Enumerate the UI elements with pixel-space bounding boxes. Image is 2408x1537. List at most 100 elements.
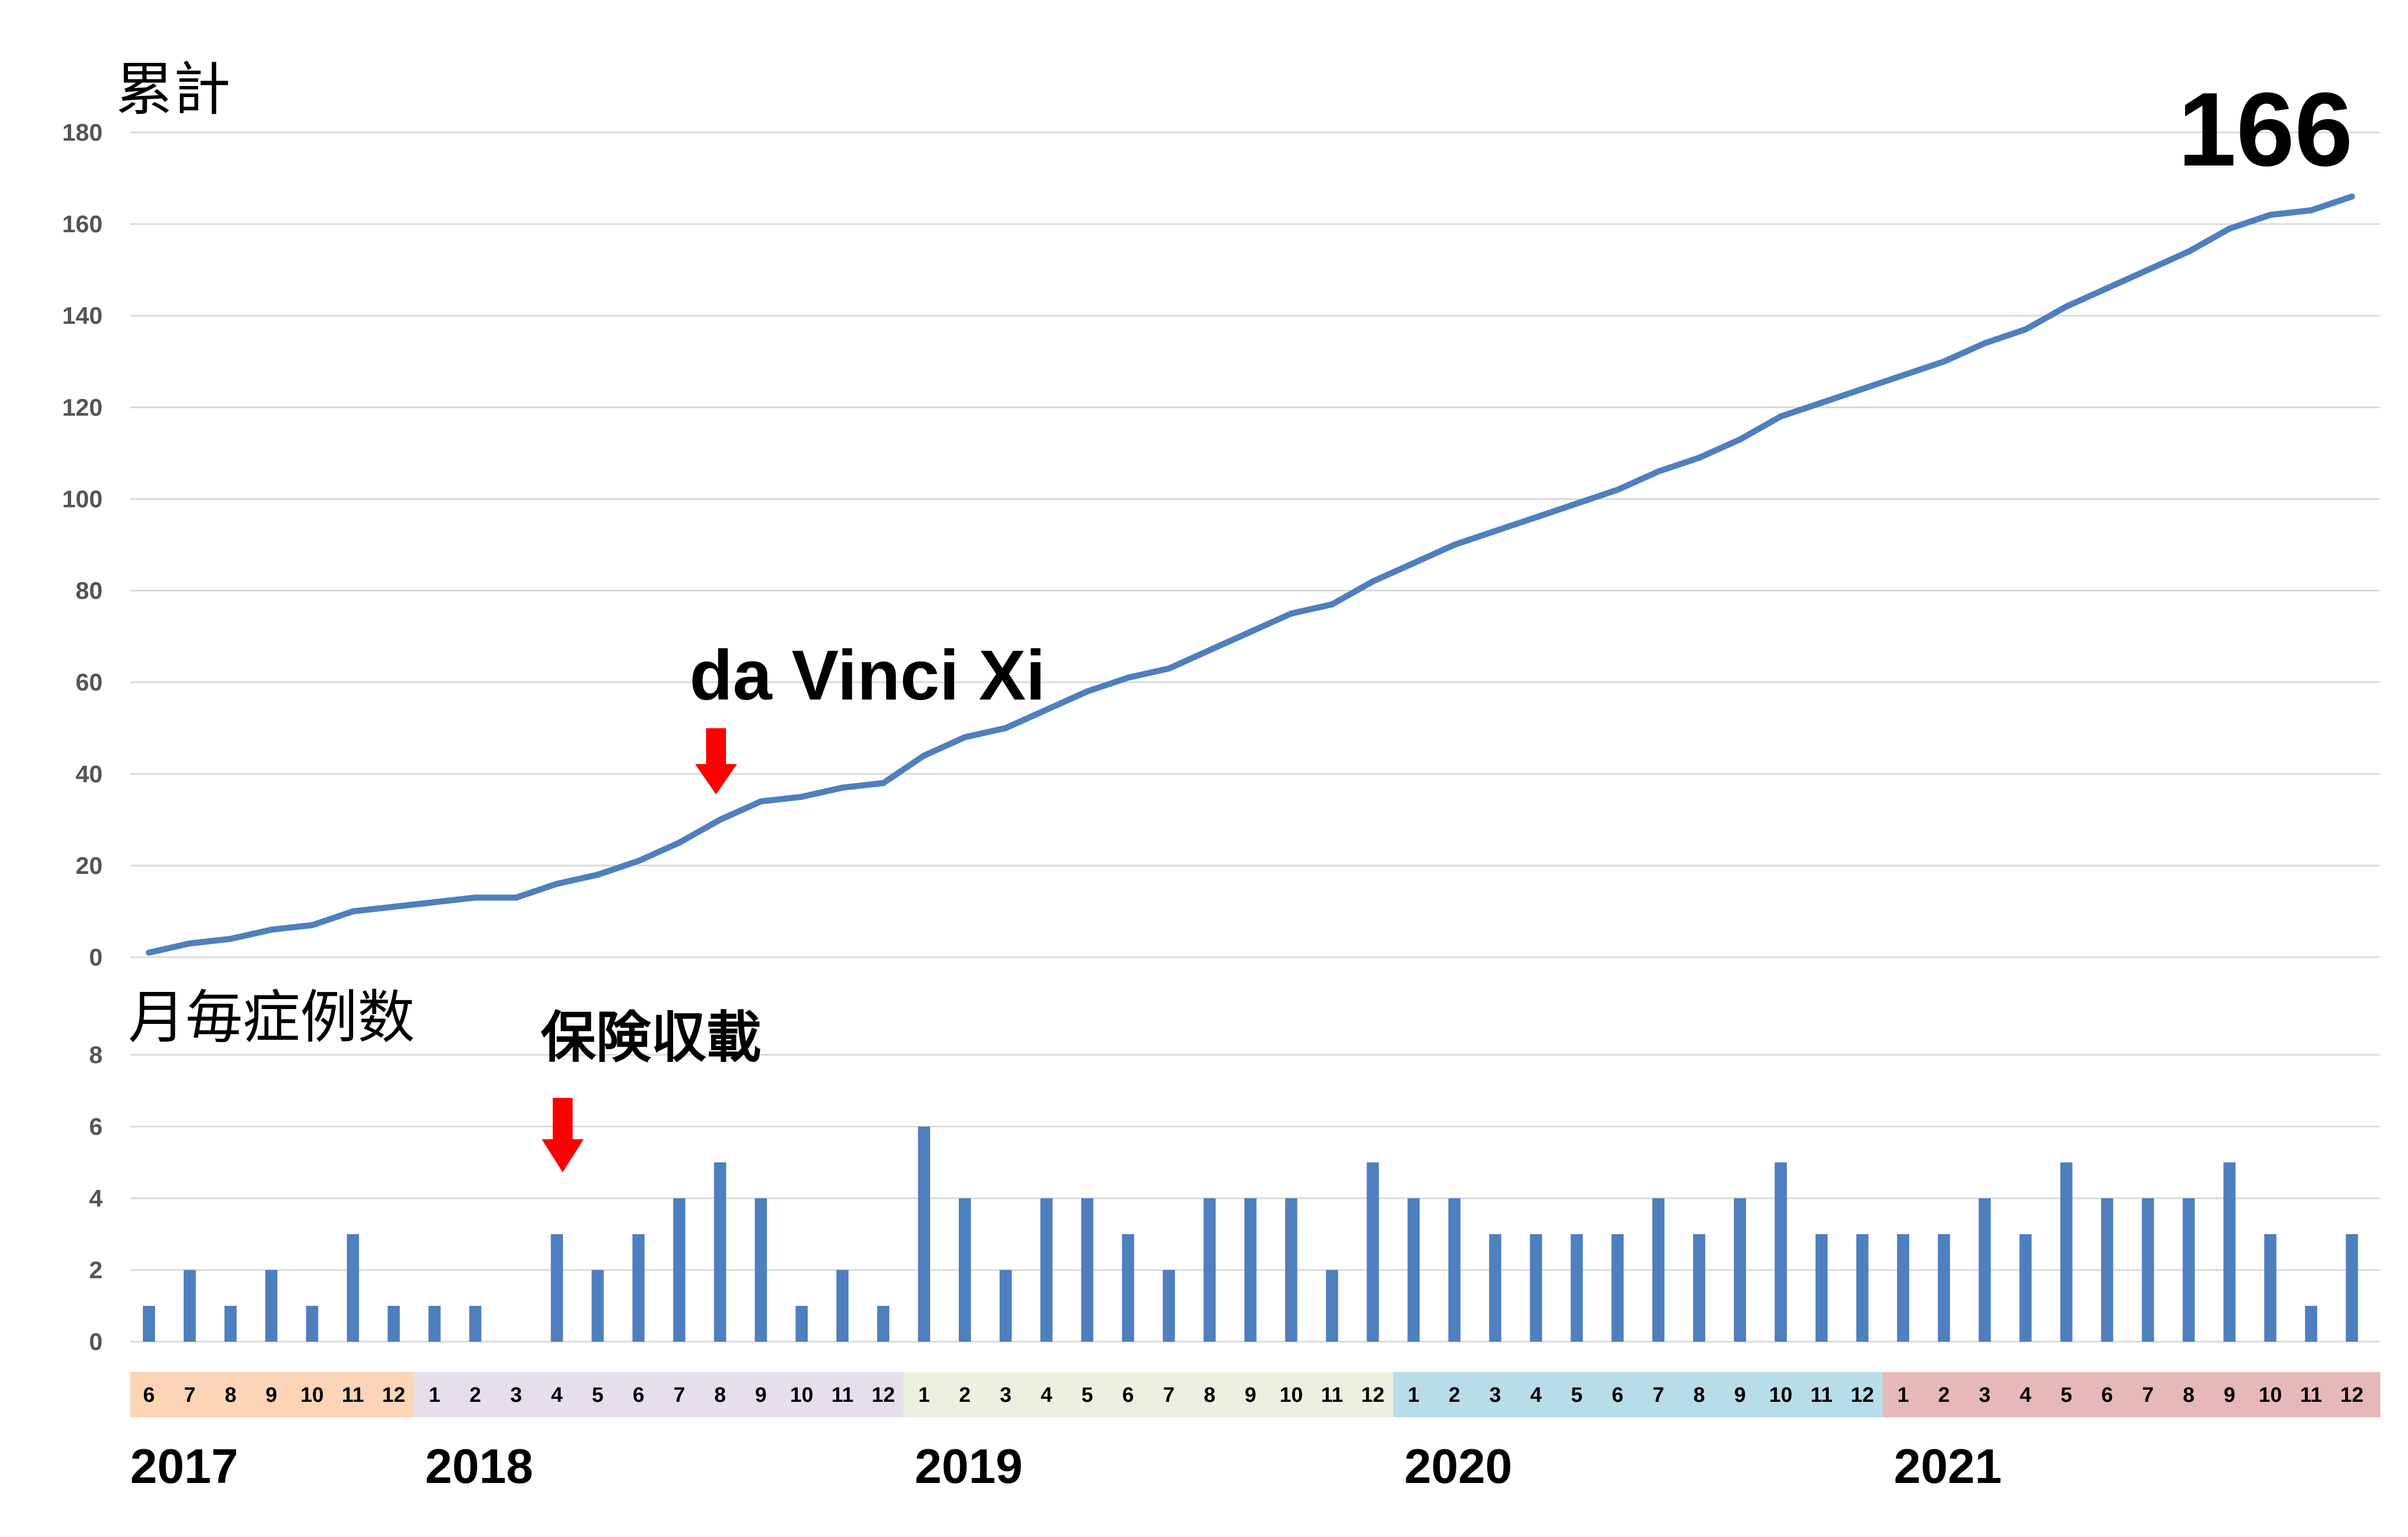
y-tick-label: 140: [62, 302, 103, 329]
bar: [143, 1306, 155, 1342]
monthly-axis-title: 月毎症例数: [128, 984, 415, 1051]
line-point: [1900, 372, 1907, 378]
month-label: 10: [1279, 1384, 1302, 1407]
month-label: 4: [1530, 1384, 1542, 1407]
bar: [2346, 1234, 2358, 1342]
line-point: [1329, 601, 1336, 607]
month-label: 8: [1204, 1384, 1215, 1407]
line-point: [2267, 212, 2273, 218]
month-label: 12: [872, 1384, 895, 1407]
line-point: [676, 839, 682, 846]
bar: [755, 1198, 767, 1342]
month-label: 2: [1938, 1384, 1950, 1407]
year-band: [1882, 1372, 2380, 1417]
line-point: [1166, 665, 1172, 672]
year-band: [904, 1372, 1393, 1417]
bar: [1162, 1270, 1175, 1342]
month-label: 7: [184, 1384, 195, 1407]
bar: [1856, 1234, 1868, 1342]
line-point: [186, 940, 193, 947]
cumulative-y-ticks: 0 20 40 60 80 100 120 140 160 180: [62, 119, 103, 971]
bar: [1244, 1198, 1257, 1342]
y-tick-label: 60: [76, 669, 103, 696]
month-label: 3: [510, 1384, 522, 1407]
month-label: 1: [429, 1384, 440, 1407]
month-label: 5: [2060, 1384, 2072, 1407]
bar: [673, 1198, 686, 1342]
month-label: 4: [2020, 1384, 2031, 1407]
month-label: 11: [1321, 1384, 1343, 1407]
line-point: [431, 899, 438, 905]
bar: [1040, 1198, 1053, 1342]
y-tick-label: 8: [89, 1042, 103, 1069]
month-label: 10: [1769, 1384, 1792, 1407]
line-point: [472, 894, 479, 901]
bar: [265, 1270, 277, 1342]
y-tick-label: 4: [89, 1185, 103, 1212]
bar: [1652, 1198, 1665, 1342]
bar: [1448, 1198, 1461, 1342]
cumulative-axis-title: 累計: [116, 56, 231, 123]
line-point: [1573, 500, 1580, 507]
bar: [2182, 1198, 2195, 1342]
month-label: 2: [469, 1384, 481, 1407]
bar: [1489, 1234, 1502, 1342]
month-label: 8: [1694, 1384, 1705, 1407]
bar: [1571, 1234, 1583, 1342]
line-point: [798, 793, 805, 800]
month-label: 9: [1734, 1384, 1745, 1407]
month-label: 3: [1489, 1384, 1501, 1407]
bar: [1978, 1198, 1991, 1342]
bar: [1897, 1234, 1909, 1342]
month-label: 1: [1408, 1384, 1419, 1407]
bar: [551, 1234, 563, 1342]
month-label: 1: [1897, 1384, 1909, 1407]
bar: [224, 1306, 237, 1342]
y-tick-label: 0: [89, 944, 103, 971]
y-tick-label: 40: [76, 761, 103, 788]
line-point: [1614, 487, 1621, 493]
bar: [1815, 1234, 1828, 1342]
month-label: 9: [2224, 1384, 2235, 1407]
line-point: [839, 784, 846, 791]
year-band: [1393, 1372, 1883, 1417]
bar: [469, 1306, 482, 1342]
y-tick-label: 100: [62, 485, 103, 513]
line-point: [1777, 413, 1784, 420]
monthly-y-ticks: 0 2 4 6 8: [89, 1042, 103, 1355]
line-point: [2104, 285, 2111, 291]
bar: [1693, 1234, 1706, 1342]
line-point: [1084, 688, 1091, 695]
line-point: [309, 922, 316, 928]
bar: [591, 1270, 604, 1342]
year-label: 2019: [915, 1439, 1023, 1493]
line-point: [1043, 707, 1050, 713]
month-label: 4: [551, 1384, 563, 1407]
y-tick-label: 160: [62, 211, 103, 238]
bar: [877, 1306, 890, 1342]
month-label: 5: [1081, 1384, 1093, 1407]
line-point: [1859, 386, 1866, 392]
y-tick-label: 80: [76, 578, 103, 605]
bar: [1203, 1198, 1216, 1342]
line-point: [1533, 514, 1539, 521]
cumulative-line: [146, 193, 2355, 956]
month-label: 10: [301, 1384, 324, 1407]
y-tick-label: 6: [89, 1113, 103, 1140]
bar: [1611, 1234, 1624, 1342]
year-labels: 2017 2018 2019 2020 2021: [130, 1439, 2002, 1493]
bar: [1285, 1198, 1298, 1342]
bar: [632, 1234, 645, 1342]
line-point: [717, 816, 723, 823]
line-point: [635, 858, 642, 864]
year-label: 2017: [130, 1439, 238, 1493]
month-label: 7: [674, 1384, 685, 1407]
y-tick-label: 180: [62, 119, 103, 146]
bar: [795, 1306, 808, 1342]
line-point: [227, 936, 234, 942]
month-label: 6: [1122, 1384, 1134, 1407]
year-band: [414, 1372, 904, 1417]
line-point: [880, 780, 887, 786]
